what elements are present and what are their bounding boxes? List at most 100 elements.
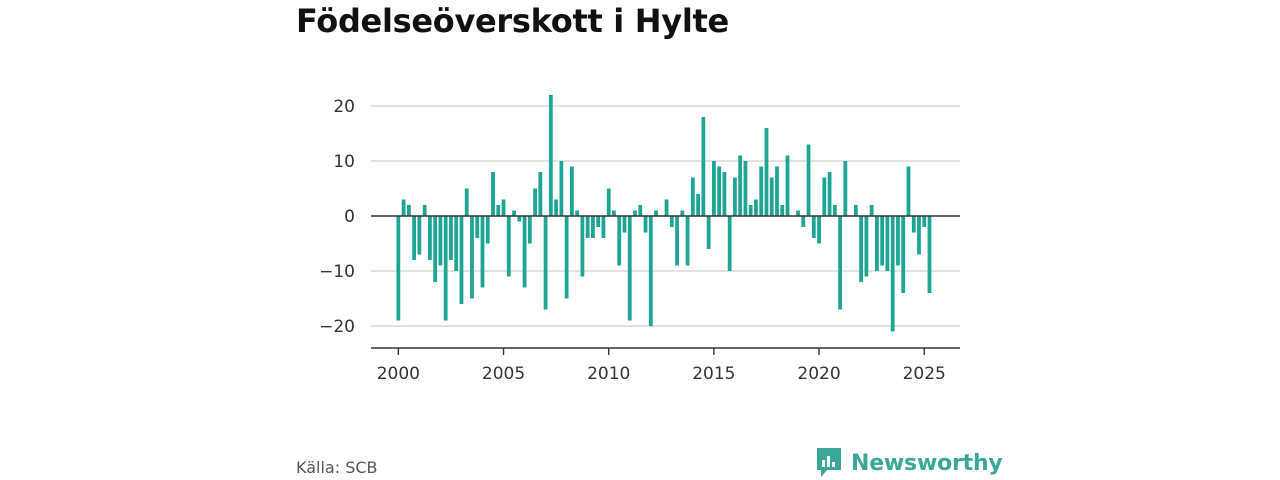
bar — [853, 205, 858, 216]
y-tick-label: −10 — [319, 262, 355, 282]
bar — [480, 216, 485, 288]
bar — [701, 117, 706, 216]
bar — [680, 210, 685, 216]
bar — [485, 216, 490, 244]
bar — [738, 155, 743, 216]
y-tick-label: 20 — [333, 97, 355, 117]
y-tick-label: 0 — [344, 207, 355, 227]
bar — [570, 166, 574, 216]
bar — [759, 166, 764, 216]
x-tick-label: 2005 — [482, 364, 525, 384]
bar — [522, 216, 527, 288]
bar — [622, 216, 627, 233]
x-tick-label: 2010 — [587, 364, 630, 384]
bar — [406, 205, 411, 216]
bar — [811, 216, 816, 238]
newsworthy-icon — [817, 448, 841, 477]
bar — [422, 205, 427, 216]
bar — [743, 161, 748, 216]
bar — [775, 166, 779, 216]
bar — [843, 161, 848, 216]
bar — [617, 216, 622, 266]
bar — [817, 216, 821, 244]
bar — [428, 216, 432, 260]
bar — [748, 205, 753, 216]
bar — [922, 216, 927, 227]
bar — [890, 216, 895, 332]
bar — [464, 188, 469, 216]
bar — [764, 128, 769, 216]
bar — [580, 216, 585, 277]
bar — [601, 216, 606, 238]
bar — [796, 210, 800, 216]
bar — [906, 166, 911, 216]
bar — [412, 216, 417, 260]
bar — [780, 205, 785, 216]
newsworthy-logo: Newsworthy — [815, 446, 1003, 480]
bar — [927, 216, 932, 293]
bar — [722, 172, 727, 216]
bar — [612, 210, 616, 216]
bar — [769, 177, 774, 216]
bar — [754, 199, 758, 216]
bar — [591, 216, 595, 238]
bar — [859, 216, 864, 282]
bar — [512, 210, 516, 216]
bar — [506, 216, 511, 277]
bar — [501, 199, 506, 216]
bar — [606, 188, 611, 216]
x-tick-label: 2025 — [903, 364, 946, 384]
axes — [371, 215, 960, 355]
bar — [911, 216, 916, 233]
bar — [838, 216, 842, 310]
y-tick-label: −20 — [319, 317, 355, 337]
bar — [554, 199, 559, 216]
x-tick-label: 2015 — [692, 364, 735, 384]
bar — [517, 216, 522, 222]
bar — [459, 216, 464, 304]
bar — [917, 216, 921, 255]
bar — [885, 216, 890, 271]
bar — [559, 161, 564, 216]
bar — [433, 216, 438, 282]
bar — [527, 216, 532, 244]
bar — [822, 177, 827, 216]
bar — [543, 216, 548, 310]
bar — [496, 205, 501, 216]
bar — [806, 144, 811, 216]
bar — [638, 205, 643, 216]
bar — [801, 216, 806, 227]
bar — [901, 216, 906, 293]
bar — [675, 216, 679, 266]
bar — [564, 216, 569, 299]
bar — [696, 194, 700, 216]
bar — [896, 216, 900, 266]
bar — [864, 216, 869, 277]
y-tick-label: 10 — [333, 152, 355, 172]
bar — [401, 199, 406, 216]
bar — [633, 210, 637, 216]
bars — [396, 95, 932, 332]
bar — [664, 199, 669, 216]
x-tick-label: 2020 — [797, 364, 840, 384]
bar — [717, 166, 722, 216]
bar — [869, 205, 874, 216]
brand-name: Newsworthy — [851, 450, 1003, 476]
bar — [685, 216, 690, 266]
bar — [491, 172, 495, 216]
bar — [533, 188, 537, 216]
bar — [443, 216, 448, 321]
x-tick-label: 2000 — [377, 364, 420, 384]
bar — [875, 216, 879, 271]
bar — [690, 177, 695, 216]
bar — [669, 216, 674, 227]
bar — [643, 216, 648, 233]
bar — [417, 216, 422, 255]
bar — [438, 216, 443, 266]
bar — [454, 216, 459, 271]
bar — [596, 216, 601, 227]
bar — [396, 216, 401, 321]
bar — [475, 216, 480, 238]
bar — [449, 216, 453, 260]
